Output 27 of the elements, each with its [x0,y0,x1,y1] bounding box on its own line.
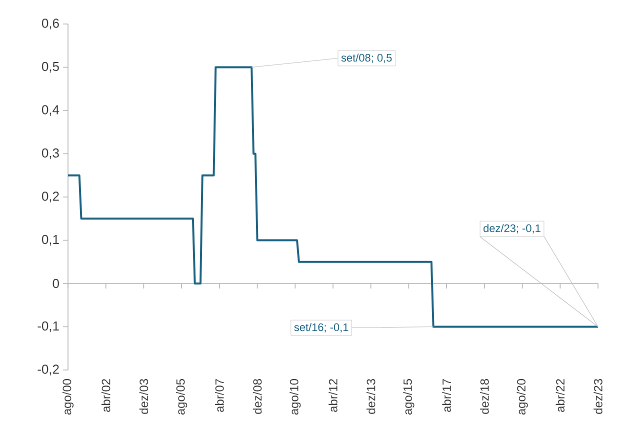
x-tick-label: ago/10 [290,378,301,415]
x-tick-label: ago/05 [176,379,188,415]
x-tick-label: ago/00 [62,378,74,415]
y-tick-label: 0,2 [42,192,59,202]
x-tick-label: abr/22 [556,379,565,412]
x-tick-label: abr/17 [442,379,451,412]
y-tick-label: -0,1 [38,321,59,332]
annotation: dez/23; -0,1 [484,224,540,234]
y-tick-label: 0,3 [42,148,59,160]
y-tick-label: 0,6 [42,18,59,30]
y-tick-label: 0,5 [42,62,59,73]
x-tick-label: dez/13 [366,379,376,414]
x-tick-label: abr/02 [101,379,110,412]
x-tick-label: abr/07 [215,379,224,412]
x-tick-label: dez/03 [139,379,148,414]
x-tick-label: dez/23 [594,379,602,414]
annotation: set/16; -0,1 [294,323,348,332]
y-tick-label: 0,1 [42,234,59,246]
annotation: set/08; 0,5 [341,54,392,63]
x-tick-label: ago/15 [403,379,414,415]
x-tick-label: abr/12 [328,379,338,412]
x-tick-label: ago/20 [516,378,528,415]
y-tick-label: 0,4 [42,105,60,116]
y-tick-label: -0,2 [38,364,59,376]
x-tick-label: dez/08 [252,379,262,414]
y-tick-label: 0 [52,278,59,288]
x-tick-label: dez/18 [480,379,489,414]
